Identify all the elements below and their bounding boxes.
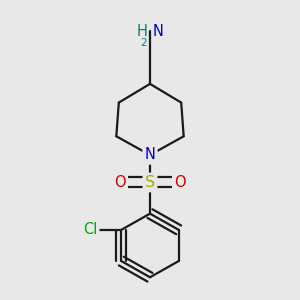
Text: H: H bbox=[136, 24, 147, 39]
Text: Cl: Cl bbox=[83, 222, 97, 237]
Text: O: O bbox=[114, 175, 126, 190]
Text: 2: 2 bbox=[140, 38, 147, 48]
Text: N: N bbox=[152, 24, 164, 39]
Text: S: S bbox=[145, 175, 155, 190]
Text: O: O bbox=[174, 175, 186, 190]
Text: N: N bbox=[145, 148, 155, 163]
